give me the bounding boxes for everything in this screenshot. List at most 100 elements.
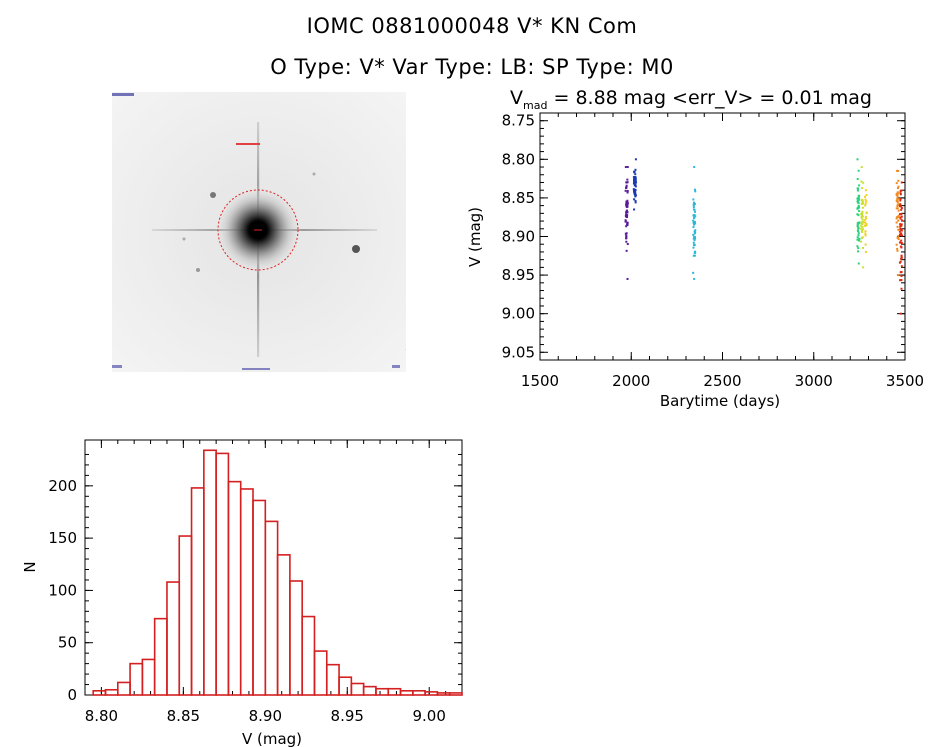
- lightcurve-point: [692, 237, 695, 240]
- lightcurve-point: [634, 195, 637, 198]
- histogram-ytick-label: 150: [48, 529, 77, 547]
- lightcurve-point: [857, 247, 860, 250]
- lightcurve-ytick-label: 9.00: [502, 305, 535, 323]
- lightcurve-point: [634, 179, 637, 182]
- lightcurve-point: [858, 184, 861, 187]
- lightcurve-point: [895, 243, 898, 246]
- lightcurve-point: [861, 230, 864, 233]
- field-star: [210, 192, 216, 198]
- lightcurve-point: [692, 246, 695, 249]
- lightcurve-point: [897, 219, 900, 222]
- lightcurve-point: [626, 199, 629, 202]
- lightcurve-point: [626, 277, 629, 280]
- lightcurve-point: [634, 181, 637, 184]
- lightcurve-point: [626, 191, 629, 194]
- lightcurve-point: [634, 158, 637, 161]
- lightcurve-xtick-label: 2000: [612, 372, 650, 390]
- lightcurve-point: [900, 208, 903, 211]
- histogram-bar: [190, 487, 205, 696]
- histogram-ytick-label: 100: [48, 581, 77, 599]
- field-star: [182, 237, 186, 241]
- lightcurve-point: [861, 206, 864, 209]
- lightcurve-point: [692, 203, 695, 206]
- lightcurve-point: [897, 197, 900, 200]
- lightcurve-point: [861, 215, 864, 218]
- lightcurve-point: [626, 223, 629, 226]
- lightcurve-point: [625, 205, 628, 208]
- lightcurve-point: [860, 225, 863, 228]
- lightcurve-point: [857, 227, 860, 230]
- lightcurve-point: [624, 220, 627, 223]
- lightcurve-point: [692, 219, 695, 222]
- histogram-frame: [84, 439, 463, 696]
- histogram-bar: [215, 452, 230, 696]
- lightcurve-point: [900, 256, 903, 259]
- histogram-bar: [227, 480, 242, 696]
- field-star: [196, 268, 200, 272]
- lightcurve-point: [899, 260, 902, 263]
- lightcurve-point: [860, 229, 863, 232]
- lightcurve-point: [856, 225, 859, 228]
- lightcurve-point: [634, 188, 637, 191]
- lightcurve-point: [634, 199, 637, 202]
- lightcurve-point: [896, 192, 899, 195]
- lightcurve-point: [900, 219, 903, 222]
- lightcurve-point: [864, 198, 867, 201]
- lightcurve-point: [856, 213, 859, 216]
- lightcurve-title: Vmad = 8.88 mag <err_V> = 0.01 mag: [510, 87, 872, 112]
- lightcurve-point: [860, 216, 863, 219]
- lightcurve-point: [900, 242, 903, 245]
- lightcurve-point: [634, 173, 637, 176]
- lightcurve-point: [900, 239, 903, 242]
- lightcurve-point: [861, 187, 864, 190]
- lightcurve-point: [900, 215, 903, 218]
- lightcurve-point: [896, 249, 899, 252]
- lightcurve-point: [626, 201, 629, 204]
- histogram-axes: 8.80 8.85 8.90 8.95 9.00 0 50 100 150 200: [48, 439, 463, 725]
- lightcurve-point: [694, 229, 697, 232]
- lightcurve-point: [634, 176, 637, 179]
- lightcurve-point: [897, 179, 900, 182]
- histogram-bar: [399, 690, 414, 696]
- lightcurve-xlabel: Barytime (days): [660, 392, 780, 410]
- lightcurve-point: [693, 217, 696, 220]
- aperture-circle: [217, 189, 299, 271]
- lightcurve-point: [899, 241, 902, 244]
- lightcurve-point: [625, 211, 628, 214]
- lightcurve-point: [692, 254, 695, 257]
- lightcurve-point: [864, 234, 867, 237]
- lightcurve-point: [692, 208, 695, 211]
- lightcurve-point: [856, 223, 859, 226]
- lightcurve-point: [858, 221, 861, 224]
- lightcurve-point: [865, 194, 868, 197]
- lightcurve-point: [899, 225, 902, 228]
- title-star-id: IOMC 0881000048 V* KN Com: [306, 14, 638, 38]
- lightcurve-point: [857, 232, 860, 235]
- lightcurve-point: [856, 245, 859, 248]
- lightcurve-ylabel: V (mag): [466, 207, 484, 267]
- histogram-chart: 8.80 8.85 8.90 8.95 9.00 0 50 100 150 200 V (mag)…: [21, 439, 463, 747]
- lightcurve-point: [861, 218, 864, 221]
- lightcurve-point: [692, 226, 695, 229]
- lightcurve-chart: Vmad = 8.88 mag <err_V> = 0.01 mag 1500 2…: [466, 87, 924, 410]
- lightcurve-point: [862, 266, 865, 269]
- lightcurve-point: [692, 241, 695, 244]
- histogram-bar: [387, 687, 402, 696]
- lightcurve-point: [900, 270, 903, 273]
- lightcurve-point: [897, 209, 900, 212]
- lightcurve-point: [899, 192, 902, 195]
- lightcurve-point: [632, 176, 635, 179]
- lightcurve-point: [900, 257, 903, 260]
- lightcurve-point: [901, 234, 904, 237]
- histogram-ylabel: N: [21, 561, 39, 572]
- lightcurve-point: [626, 211, 629, 214]
- lightcurve-point: [624, 189, 627, 192]
- histogram-bar: [448, 692, 463, 696]
- lightcurve-point: [861, 210, 864, 213]
- lightcurve-point: [861, 236, 864, 239]
- lightcurve-point: [692, 214, 695, 217]
- lightcurve-point: [860, 227, 863, 230]
- lightcurve-point: [900, 287, 903, 290]
- lightcurve-point: [694, 237, 697, 240]
- lightcurve-point: [900, 254, 903, 257]
